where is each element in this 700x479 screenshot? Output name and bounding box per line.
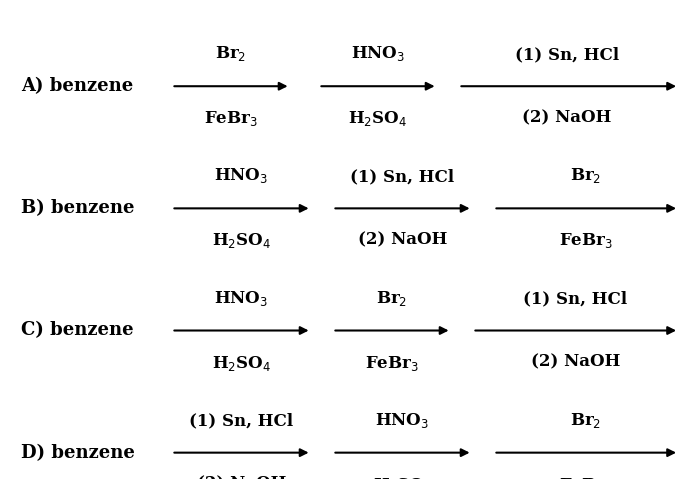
Text: H$_2$SO$_4$: H$_2$SO$_4$ <box>373 476 432 479</box>
Text: H$_2$SO$_4$: H$_2$SO$_4$ <box>349 109 407 128</box>
Text: HNO$_3$: HNO$_3$ <box>351 44 405 63</box>
Text: HNO$_3$: HNO$_3$ <box>375 411 430 430</box>
Text: B) benzene: B) benzene <box>21 199 134 217</box>
Text: FeBr$_3$: FeBr$_3$ <box>559 231 612 251</box>
Text: FeBr$_3$: FeBr$_3$ <box>559 476 612 479</box>
Text: C) benzene: C) benzene <box>21 321 134 340</box>
Text: (2) NaOH: (2) NaOH <box>197 476 286 479</box>
Text: A) benzene: A) benzene <box>21 77 133 95</box>
Text: (2) NaOH: (2) NaOH <box>358 231 447 248</box>
Text: H$_2$SO$_4$: H$_2$SO$_4$ <box>212 354 271 373</box>
Text: (1) Sn, HCl: (1) Sn, HCl <box>515 46 619 63</box>
Text: FeBr$_3$: FeBr$_3$ <box>365 354 419 373</box>
Text: FeBr$_3$: FeBr$_3$ <box>204 109 258 128</box>
Text: Br$_2$: Br$_2$ <box>216 44 246 63</box>
Text: D) benzene: D) benzene <box>21 444 135 462</box>
Text: HNO$_3$: HNO$_3$ <box>214 166 269 185</box>
Text: Br$_2$: Br$_2$ <box>570 166 601 185</box>
Text: (2) NaOH: (2) NaOH <box>522 109 612 126</box>
Text: Br$_2$: Br$_2$ <box>570 411 601 430</box>
Text: (1) Sn, HCl: (1) Sn, HCl <box>351 169 454 185</box>
Text: HNO$_3$: HNO$_3$ <box>214 288 269 308</box>
Text: (1) Sn, HCl: (1) Sn, HCl <box>190 413 293 430</box>
Text: H$_2$SO$_4$: H$_2$SO$_4$ <box>212 231 271 251</box>
Text: (2) NaOH: (2) NaOH <box>531 354 620 370</box>
Text: (1) Sn, HCl: (1) Sn, HCl <box>524 291 627 308</box>
Text: Br$_2$: Br$_2$ <box>377 288 407 308</box>
